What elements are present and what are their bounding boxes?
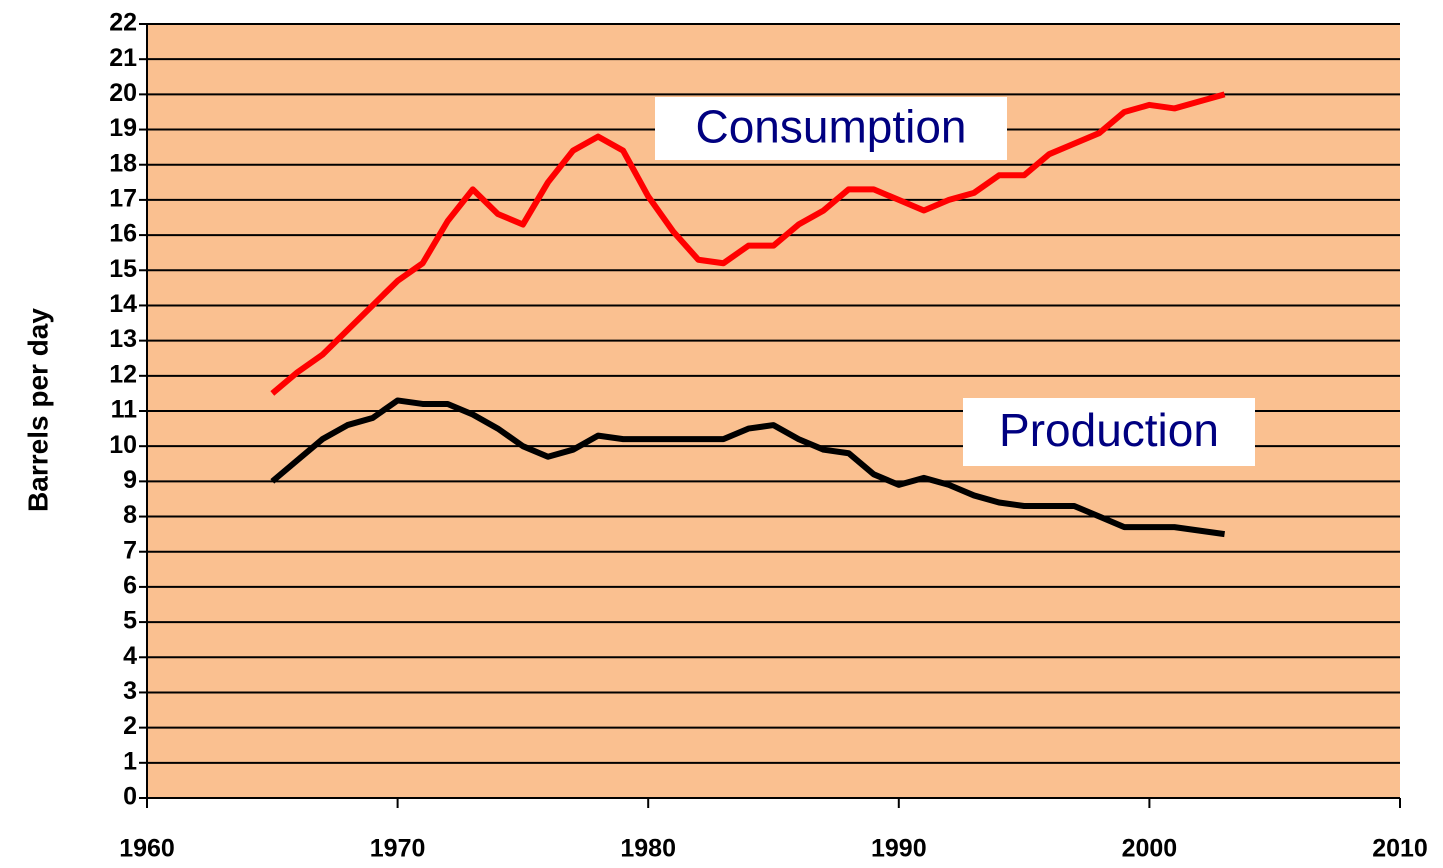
y-tick-label: 17 — [109, 185, 137, 213]
y-tick-label: 9 — [123, 466, 137, 494]
annotation-box — [963, 398, 1255, 466]
y-axis-label: Barrels per day — [22, 308, 53, 512]
series-line — [270, 397, 1225, 538]
y-tick-label: 13 — [109, 325, 137, 353]
annotation: Consumption — [695, 101, 966, 153]
y-tick-label: 22 — [109, 9, 137, 37]
series-line — [270, 91, 1226, 396]
x-tick-label: 2010 — [1372, 835, 1428, 863]
y-tick-label: 20 — [109, 79, 137, 107]
y-tick-label: 1 — [123, 747, 137, 775]
y-tick-label: 14 — [109, 290, 137, 318]
y-tick-label: 0 — [123, 783, 137, 811]
y-tick-label: 6 — [123, 572, 137, 600]
y-tick-label: 11 — [111, 396, 138, 424]
y-tick-label: 10 — [109, 431, 137, 459]
x-tick-label: 2000 — [1122, 835, 1178, 863]
x-tick-label: 1980 — [620, 835, 676, 863]
y-tick-label: 8 — [123, 501, 137, 529]
annotation: Production — [999, 404, 1219, 456]
y-tick-label: 16 — [109, 220, 137, 248]
x-tick-label: 1960 — [119, 835, 175, 863]
annotation-box — [655, 97, 1007, 160]
y-tick-label: 5 — [123, 607, 137, 635]
y-tick-label: 12 — [109, 360, 137, 388]
x-tick-label: 1990 — [871, 835, 927, 863]
y-tick-label: 3 — [123, 677, 137, 705]
y-tick-label: 7 — [123, 536, 137, 564]
y-tick-label: 4 — [123, 642, 137, 670]
y-tick-label: 2 — [123, 712, 137, 740]
y-tick-label: 18 — [109, 149, 137, 177]
y-tick-label: 19 — [109, 114, 137, 142]
y-tick-label: 21 — [109, 44, 137, 72]
x-tick-label: 1970 — [370, 835, 426, 863]
y-tick-label: 15 — [109, 255, 137, 283]
